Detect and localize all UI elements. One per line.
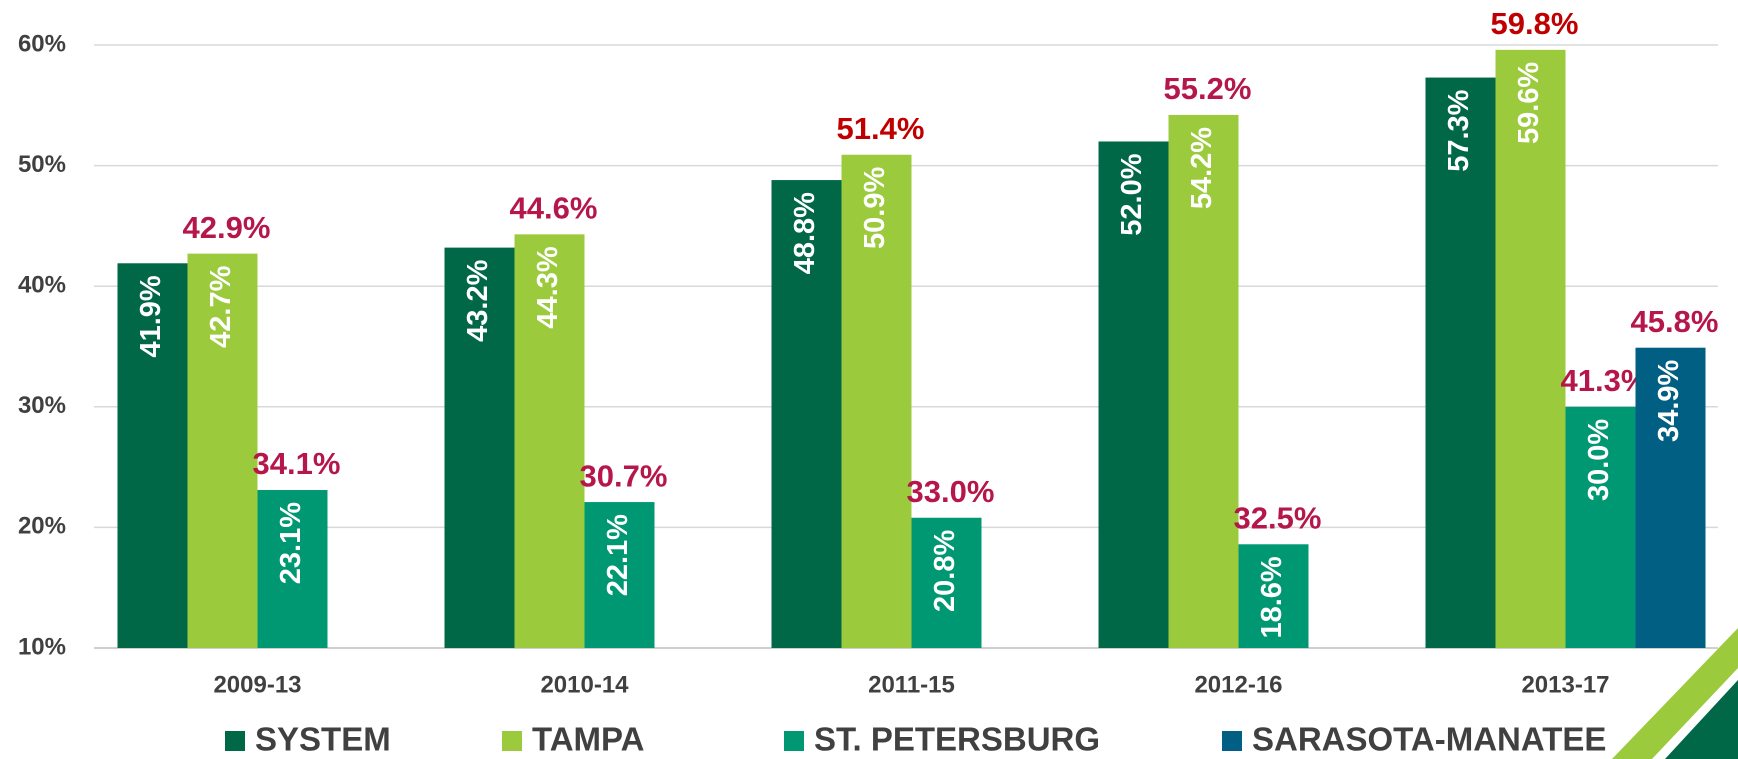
bar-value-label: 44.3%	[532, 246, 564, 328]
bar	[1098, 141, 1169, 649]
bar	[1238, 544, 1309, 648]
legend-swatch	[784, 731, 804, 751]
bar-value-label: 30.0%	[1583, 419, 1615, 501]
legend-swatch	[502, 731, 522, 751]
bar-value-label: 42.7%	[205, 265, 237, 347]
outer-value-label: 45.8%	[1631, 304, 1719, 339]
bar-value-label: 20.8%	[929, 530, 961, 612]
x-tick-label: 2013-17	[1521, 671, 1609, 698]
bar-value-label: 41.9%	[135, 275, 167, 357]
corner-decoration	[1612, 628, 1738, 759]
bar	[841, 154, 912, 648]
bar-value-label: 18.6%	[1256, 556, 1288, 638]
stripe	[1612, 628, 1738, 759]
stripe	[1665, 680, 1738, 759]
bar-value-label: 48.8%	[789, 192, 821, 274]
legend-label: SARASOTA-MANATEE	[1252, 721, 1606, 758]
bar	[1565, 406, 1636, 648]
outer-value-label: 32.5%	[1234, 500, 1322, 535]
bar	[117, 263, 188, 648]
legend-label: ST. PETERSBURG	[814, 721, 1100, 758]
legend-swatch	[1222, 731, 1242, 751]
y-tick-label: 10%	[18, 633, 66, 660]
legend-swatch	[225, 731, 245, 751]
bar-value-label: 57.3%	[1443, 89, 1475, 171]
bar-value-label: 43.2%	[462, 259, 494, 341]
bar	[187, 253, 258, 648]
x-tick-label: 2012-16	[1194, 671, 1282, 698]
outer-value-label: 59.8%	[1491, 6, 1579, 41]
bar	[771, 180, 842, 648]
bar	[257, 490, 328, 648]
bar-value-label: 34.9%	[1653, 359, 1685, 441]
y-tick-label: 50%	[18, 151, 66, 178]
bar	[1425, 77, 1496, 648]
outer-value-label: 55.2%	[1164, 71, 1252, 106]
outer-value-label: 34.1%	[253, 446, 341, 481]
outer-value-label: 30.7%	[580, 458, 668, 493]
outer-value-label: 41.3%	[1561, 363, 1649, 398]
legend-label: SYSTEM	[255, 721, 391, 758]
x-tick-label: 2009-13	[213, 671, 301, 698]
legend-label: TAMPA	[532, 721, 644, 758]
x-tick-label: 2011-15	[868, 671, 955, 698]
outer-value-label: 42.9%	[183, 210, 271, 245]
bar-value-label: 23.1%	[275, 502, 307, 584]
y-tick-label: 30%	[18, 392, 66, 419]
bar-value-label: 22.1%	[602, 514, 634, 596]
bar-value-label: 52.0%	[1116, 153, 1148, 235]
y-tick-label: 20%	[18, 513, 66, 540]
y-tick-label: 60%	[18, 30, 66, 57]
outer-value-label: 44.6%	[510, 191, 598, 226]
outer-value-label: 33.0%	[907, 474, 995, 509]
outer-value-label: 51.4%	[837, 111, 925, 146]
y-tick-label: 40%	[18, 272, 66, 299]
bar-value-label: 54.2%	[1186, 127, 1218, 209]
bar	[911, 517, 982, 648]
bar	[584, 502, 655, 648]
bar	[1635, 347, 1706, 648]
bar-value-label: 50.9%	[859, 167, 891, 249]
x-tick-label: 2010-14	[540, 671, 629, 698]
bar	[444, 247, 515, 648]
bar	[1495, 49, 1566, 649]
bar-value-label: 59.6%	[1513, 62, 1545, 144]
bar	[514, 234, 585, 649]
bar	[1168, 114, 1239, 648]
